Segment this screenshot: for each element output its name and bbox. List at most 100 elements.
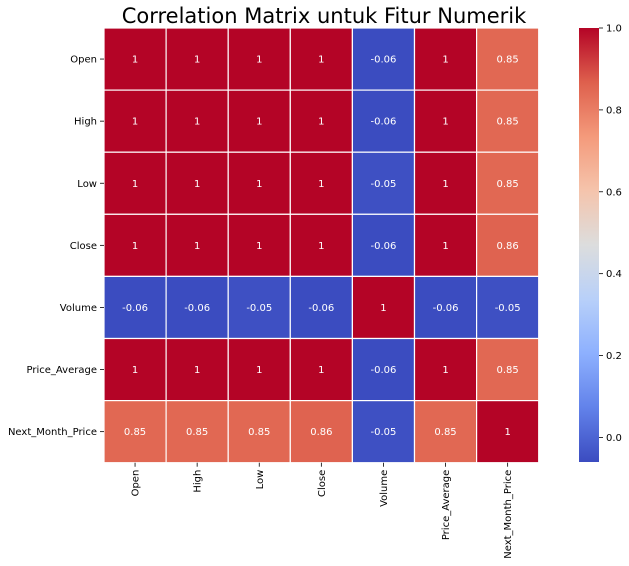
heatmap-cell	[476, 337, 540, 402]
cell-value-label: 1	[132, 117, 138, 128]
heatmap-cell	[103, 400, 167, 464]
heatmap-cell	[413, 400, 478, 464]
y-tick-label: High	[74, 117, 97, 128]
cell-value-label: 1	[318, 365, 324, 376]
cell-value-label: 1	[442, 55, 448, 66]
colorbar-tick-label: 0.8	[606, 105, 622, 116]
heatmap-cell	[289, 337, 353, 402]
colorbar-tick-labels: 0.0 0.2 0.4 0.6 0.8 1.0	[599, 24, 622, 444]
cell-value-label: -0.06	[122, 303, 148, 314]
x-tick-label: Volume	[379, 470, 390, 507]
cell-value-label: -0.05	[495, 303, 521, 314]
cell-value-label: 1	[256, 117, 262, 128]
heatmap-cell	[351, 151, 416, 215]
heatmap-cell	[351, 400, 416, 464]
heatmap-cell	[227, 275, 291, 340]
heatmap-cell	[413, 27, 478, 91]
cell-value-label: 0.85	[497, 55, 519, 66]
cell-value-label: 1	[504, 427, 510, 438]
heatmap-cell	[351, 89, 416, 153]
y-tick-label: Open	[70, 55, 97, 66]
cell-value-label: 0.86	[497, 241, 519, 252]
heatmap-cell	[289, 400, 353, 464]
heatmap-cell	[103, 27, 167, 91]
cell-value-label: 0.85	[497, 179, 519, 190]
cell-value-label: -0.06	[371, 365, 397, 376]
heatmap-cell	[103, 275, 167, 340]
heatmap-cell	[476, 151, 540, 215]
heatmap-cell	[165, 151, 229, 215]
x-tick-label: Open	[131, 470, 142, 497]
x-tick-label: High	[193, 470, 204, 493]
heatmap-cell	[351, 337, 416, 402]
cell-value-label: 0.85	[497, 117, 519, 128]
cell-value-label: 0.85	[186, 427, 208, 438]
x-axis-tick-labels: Open High Low Close Volume Price_Average Next_…	[131, 462, 514, 559]
y-axis-tick-labels: Open High Low Close Volume Price_Average Next_…	[8, 55, 104, 438]
colorbar-tick-label: 0.2	[606, 351, 622, 362]
x-tick-label: Close	[317, 470, 328, 497]
cell-value-label: 1	[442, 241, 448, 252]
cell-value-label: -0.05	[246, 303, 272, 314]
cell-value-label: 1	[380, 303, 386, 314]
colorbar-tick-label: 1.0	[606, 24, 622, 35]
heatmap-cells: 1 1 1 1 -0.06 1 0.85 1 1 1 1 -0.06 1 0.85 1 1 1 1 -0.05 1 0.…	[103, 27, 540, 464]
cell-value-label: 0.85	[434, 427, 456, 438]
cell-value-label: 1	[256, 55, 262, 66]
heatmap-cell	[289, 213, 353, 278]
x-tick-label: Low	[255, 470, 266, 490]
y-tick-label: Next_Month_Price	[8, 427, 97, 438]
heatmap-cell	[227, 27, 291, 91]
y-tick-label: Price_Average	[27, 365, 97, 376]
cell-value-label: 1	[194, 55, 200, 66]
colorbar-tick-label: 0.4	[606, 269, 622, 280]
cell-value-label: -0.06	[371, 117, 397, 128]
cell-value-label: -0.05	[371, 427, 397, 438]
heatmap-cell	[413, 151, 478, 215]
colorbar-tick-label: 0.6	[606, 187, 622, 198]
heatmap-cell	[165, 213, 229, 278]
colorbar	[579, 28, 599, 462]
cell-value-label: 0.85	[248, 427, 270, 438]
chart-title: Correlation Matrix untuk Fitur Numerik	[122, 4, 527, 28]
heatmap-cell	[227, 151, 291, 215]
x-tick-label: Next_Month_Price	[503, 470, 514, 559]
cell-value-label: 1	[132, 55, 138, 66]
heatmap-cell	[165, 337, 229, 402]
cell-value-label: -0.06	[433, 303, 459, 314]
cell-value-label: -0.06	[371, 55, 397, 66]
cell-value-label: -0.06	[184, 303, 210, 314]
cell-value-label: 1	[132, 179, 138, 190]
heatmap-cell	[476, 89, 540, 153]
heatmap-cell	[413, 213, 478, 278]
heatmap-cell	[476, 400, 540, 464]
cell-value-label: 1	[256, 179, 262, 190]
heatmap-cell	[103, 213, 167, 278]
cell-value-label: 1	[442, 117, 448, 128]
heatmap-cell	[476, 213, 540, 278]
cell-value-label: -0.05	[371, 179, 397, 190]
cell-value-label: 0.86	[310, 427, 332, 438]
heatmap-cell	[289, 151, 353, 215]
cell-value-label: 1	[132, 241, 138, 252]
cell-value-label: 1	[442, 179, 448, 190]
heatmap-cell	[103, 337, 167, 402]
cell-value-label: 1	[256, 241, 262, 252]
cell-value-label: 1	[194, 241, 200, 252]
cell-value-label: 1	[318, 241, 324, 252]
cell-value-label: 0.85	[124, 427, 146, 438]
heatmap-cell	[227, 89, 291, 153]
cell-value-label: 1	[318, 179, 324, 190]
cell-value-label: 1	[132, 365, 138, 376]
heatmap-cell	[227, 400, 291, 464]
cell-value-label: 1	[442, 365, 448, 376]
colorbar-tick-label: 0.0	[606, 433, 622, 444]
cell-value-label: -0.06	[371, 241, 397, 252]
y-tick-label: Low	[77, 179, 97, 190]
y-tick-label: Volume	[60, 303, 97, 314]
y-tick-label: Close	[70, 241, 97, 252]
cell-value-label: 1	[194, 179, 200, 190]
cell-value-label: 1	[318, 117, 324, 128]
cell-value-label: 1	[194, 365, 200, 376]
